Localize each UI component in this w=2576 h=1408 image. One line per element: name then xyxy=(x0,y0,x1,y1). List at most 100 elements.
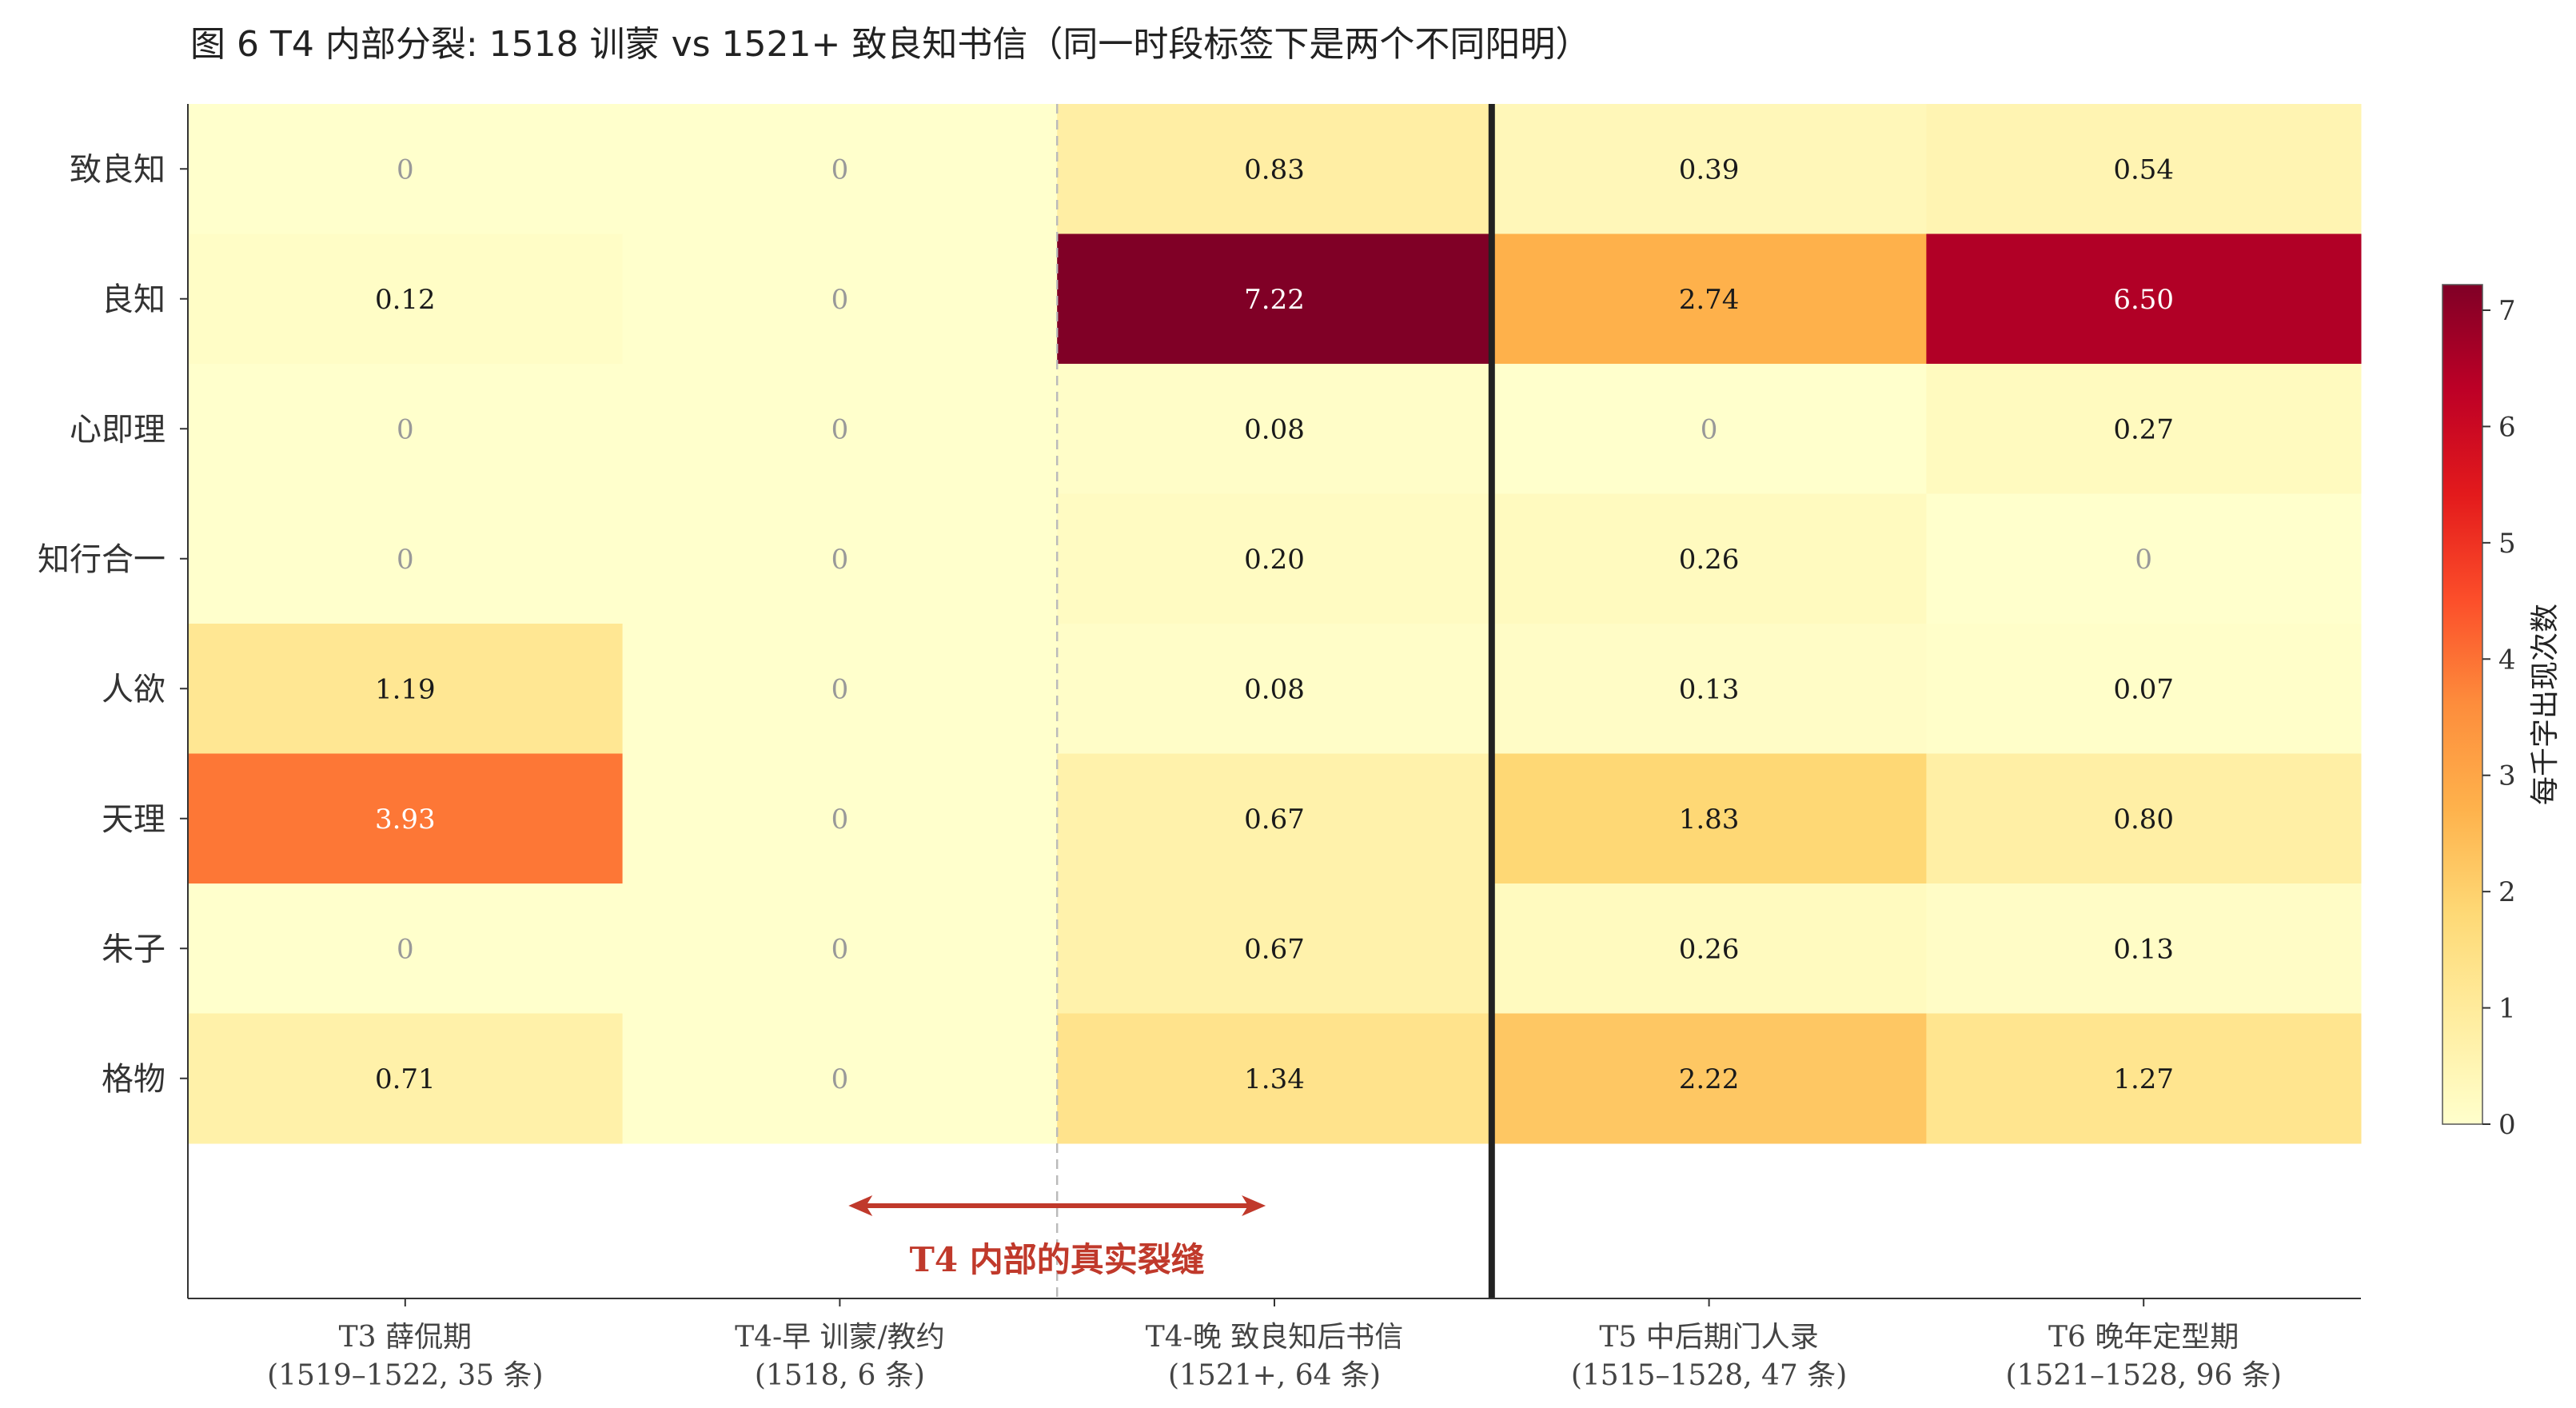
heatmap-cell xyxy=(1926,104,2362,234)
chart-title: 图 6 T4 内部分裂: 1518 训蒙 vs 1521+ 致良知书信（同一时段… xyxy=(190,24,1590,65)
heatmap-cell xyxy=(1926,233,2362,365)
heatmap-cell xyxy=(622,364,1058,494)
annotation-arrowhead-right xyxy=(1242,1195,1266,1216)
y-tick-label: 格物 xyxy=(102,1061,165,1098)
cell-value-label: 0 xyxy=(1701,413,1718,445)
cell-value-label: 0 xyxy=(831,413,849,445)
heatmap-cell xyxy=(1057,624,1493,754)
heatmap-cell xyxy=(1926,493,2362,624)
heatmap-cell xyxy=(1926,364,2362,494)
heatmap-cell xyxy=(622,624,1058,754)
column-dividers xyxy=(1055,104,1495,1298)
heatmap-cell xyxy=(1057,104,1493,234)
cell-value-label: 1.27 xyxy=(2113,1063,2174,1095)
heatmap-cell xyxy=(188,364,624,494)
colorbar-tick-label: 6 xyxy=(2498,411,2516,443)
cell-value-label: 0.20 xyxy=(1244,544,1305,576)
heatmap-cell xyxy=(1491,493,1927,624)
heatmap-cell xyxy=(1491,104,1927,234)
cell-value-label: 0 xyxy=(831,933,849,965)
colorbar-tick-label: 4 xyxy=(2498,644,2516,676)
cell-value-label: 0.07 xyxy=(2113,673,2174,705)
x-tick-label: T4-早 训蒙/教约 xyxy=(735,1321,945,1354)
heatmap-cell xyxy=(622,233,1058,365)
x-tick-label: T5 中后期门人录 xyxy=(1599,1321,1818,1354)
heatmap-cell xyxy=(1491,364,1927,494)
heatmap-cell xyxy=(1057,364,1493,494)
heatmap-cell xyxy=(622,883,1058,1014)
colorbar-tick-label: 5 xyxy=(2498,528,2516,560)
cell-value-label: 0 xyxy=(831,284,849,316)
heatmap-cell xyxy=(1057,233,1493,365)
heatmap-cell xyxy=(188,1013,624,1144)
cell-value-label: 0.26 xyxy=(1679,933,1740,965)
heatmap-cell xyxy=(1491,753,1927,884)
cell-value-label: 0 xyxy=(831,1063,849,1095)
heatmap-cell xyxy=(1057,1013,1493,1144)
heatmap-cell xyxy=(622,1013,1058,1144)
x-tick-label: T6 晚年定型期 xyxy=(2048,1321,2239,1354)
colorbar-tick-label: 3 xyxy=(2498,760,2516,792)
heatmap-cell xyxy=(1926,883,2362,1014)
heatmap-cell xyxy=(1491,883,1927,1014)
cell-value-label: 0 xyxy=(397,933,414,965)
cell-value-label: 0 xyxy=(831,804,849,836)
annotation-text: T4 内部的真实裂缝 xyxy=(910,1240,1205,1279)
x-tick-label: T3 薛侃期 xyxy=(339,1321,472,1354)
y-tick-label: 良知 xyxy=(102,281,165,318)
cell-value-label: 0 xyxy=(831,673,849,705)
colorbar: 0 1 2 3 4 5 6 7 每千字出现次数 xyxy=(2442,284,2562,1141)
colorbar-tick-label: 0 xyxy=(2498,1109,2516,1141)
heatmap-cell xyxy=(1926,753,2362,884)
heatmap-cells xyxy=(188,104,2362,1144)
x-tick-sublabel: (1519–1522, 35 条) xyxy=(267,1359,543,1392)
heatmap-cell xyxy=(188,624,624,754)
cell-value-label: 1.83 xyxy=(1679,804,1740,836)
cell-value-label: 0 xyxy=(397,413,414,445)
annotation-arrowhead-left xyxy=(848,1195,873,1216)
colorbar-tick-label: 1 xyxy=(2498,993,2516,1025)
colorbar-tick-label: 7 xyxy=(2498,295,2516,327)
cell-value-label: 0 xyxy=(2135,544,2152,576)
cell-value-label: 1.19 xyxy=(375,673,436,705)
annotation: T4 内部的真实裂缝 xyxy=(848,1195,1266,1279)
cell-value-label: 0.26 xyxy=(1679,544,1740,576)
x-tick-label: T4-晚 致良知后书信 xyxy=(1146,1321,1404,1354)
heatmap-cell xyxy=(1057,883,1493,1014)
cell-value-label: 1.34 xyxy=(1244,1063,1305,1095)
cell-value-label: 0.08 xyxy=(1244,413,1305,445)
colorbar-gradient xyxy=(2442,284,2483,1125)
cell-value-label: 0 xyxy=(831,154,849,185)
cell-value-label: 0 xyxy=(397,544,414,576)
cell-value-label: 0.13 xyxy=(1679,673,1740,705)
cell-value-label: 0.71 xyxy=(375,1063,436,1095)
heatmap-cell xyxy=(188,753,624,884)
cell-value-label: 0 xyxy=(397,154,414,185)
heatmap-cell xyxy=(188,104,624,234)
heatmap-cell xyxy=(188,233,624,365)
cell-value-label: 3.93 xyxy=(375,804,436,836)
x-tick-sublabel: (1518, 6 条) xyxy=(755,1359,925,1392)
heatmap-cell xyxy=(1926,624,2362,754)
heatmap-cell xyxy=(188,883,624,1014)
cell-value-label: 0.54 xyxy=(2113,154,2174,185)
cell-value-label: 2.22 xyxy=(1679,1063,1740,1095)
y-tick-label: 天理 xyxy=(102,801,165,838)
y-tick-label: 朱子 xyxy=(102,931,165,967)
heatmap-cell xyxy=(622,104,1058,234)
cell-value-label: 0.12 xyxy=(375,284,436,316)
colorbar-tick-label: 2 xyxy=(2498,876,2516,908)
heatmap-cell xyxy=(1057,493,1493,624)
x-tick-sublabel: (1521+, 64 条) xyxy=(1168,1359,1381,1392)
y-tick-label: 人欲 xyxy=(102,671,165,708)
cell-value-label: 0.67 xyxy=(1244,933,1305,965)
cell-value-label: 6.50 xyxy=(2113,284,2174,316)
cell-value-label: 7.22 xyxy=(1244,284,1305,316)
y-tick-label: 心即理 xyxy=(70,411,165,448)
cell-value-label: 0.27 xyxy=(2113,413,2174,445)
heatmap-cell xyxy=(1491,1013,1927,1144)
x-tick-sublabel: (1521–1528, 96 条) xyxy=(2005,1359,2281,1392)
cell-value-label: 0.08 xyxy=(1244,673,1305,705)
